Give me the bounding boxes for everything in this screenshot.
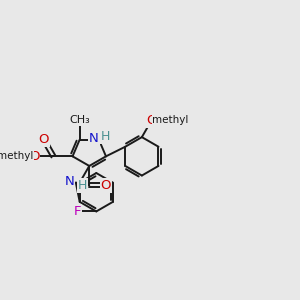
Text: H: H xyxy=(78,179,87,192)
Text: O: O xyxy=(146,114,157,127)
Text: CH₃: CH₃ xyxy=(69,116,90,125)
Text: N: N xyxy=(64,175,74,188)
Text: O: O xyxy=(38,133,49,146)
Text: O: O xyxy=(101,178,111,192)
Text: methyl: methyl xyxy=(0,151,33,161)
Text: F: F xyxy=(74,205,81,218)
Text: O: O xyxy=(29,150,39,163)
Text: H: H xyxy=(101,130,110,143)
Text: methyl: methyl xyxy=(152,116,189,125)
Text: N: N xyxy=(89,132,99,145)
